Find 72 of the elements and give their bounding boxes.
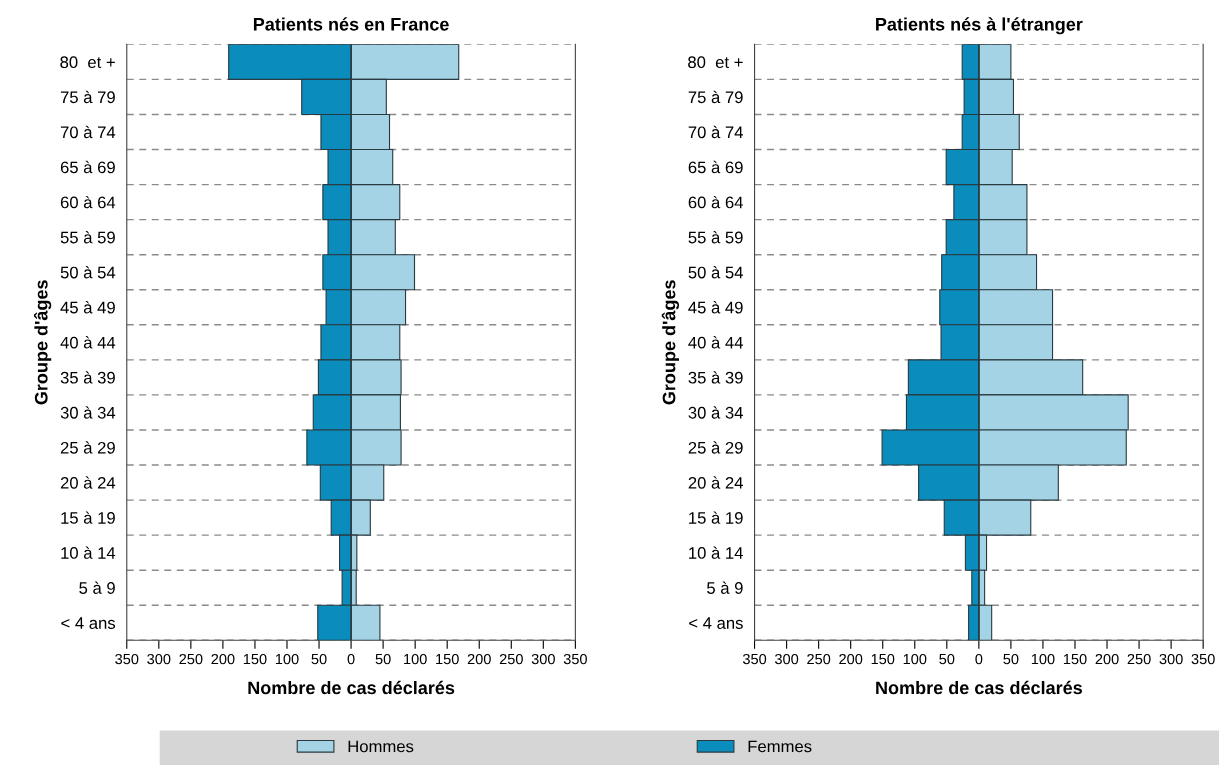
y-tick-label: 35 à 39 xyxy=(688,371,743,384)
y-tick-label: 45 à 49 xyxy=(688,301,743,314)
y-tick-label: 60 à 64 xyxy=(688,195,743,209)
y-tick-label: 20 à 24 xyxy=(688,476,743,489)
x-tick-label: 150 xyxy=(871,653,895,665)
legend-label: Hommes xyxy=(348,740,414,753)
y-tick-label: 25 à 29 xyxy=(60,441,115,454)
y-tick-label: 40 à 44 xyxy=(688,336,743,349)
x-tick-label: 350 xyxy=(1191,653,1215,665)
x-tick-label: 350 xyxy=(115,653,139,665)
x-tick-label: 150 xyxy=(243,653,267,665)
y-axis-title: Groupe d'âges xyxy=(661,280,680,405)
y-tick-label: 25 à 29 xyxy=(688,441,743,454)
y-tick-label: 15 à 19 xyxy=(61,511,115,524)
y-tick-label: 75 à 79 xyxy=(60,90,115,104)
legend-label: Femmes xyxy=(748,740,812,753)
x-tick-label: 50 xyxy=(1003,653,1019,665)
x-tick-label: 150 xyxy=(436,653,459,665)
x-tick-label: 200 xyxy=(839,653,863,665)
x-tick-label: 350 xyxy=(563,653,587,665)
x-tick-label: 100 xyxy=(275,653,299,665)
y-tick-label: 40 à 44 xyxy=(60,336,116,349)
y-tick-label: 30 à 34 xyxy=(688,406,743,419)
y-tick-label: 30 à 34 xyxy=(60,406,116,419)
y-tick-label: 50 à 54 xyxy=(688,265,743,279)
y-tick-label: 5 à 9 xyxy=(79,581,115,594)
x-tick-label: 250 xyxy=(807,653,831,665)
chart-title: Patients nés à l'étranger xyxy=(876,17,1083,35)
x-tick-label: 50 xyxy=(375,653,391,665)
x-tick-label: 250 xyxy=(1127,653,1151,665)
x-tick-label: 0 xyxy=(975,653,983,665)
x-tick-label: 200 xyxy=(211,653,235,665)
y-tick-label: < 4 ans xyxy=(689,617,743,629)
y-tick-label: 10 à 14 xyxy=(61,546,116,559)
x-tick-label: 100 xyxy=(1031,653,1055,665)
x-tick-label: 300 xyxy=(774,653,799,665)
x-tick-label: 350 xyxy=(742,653,767,665)
y-tick-label: 80 et + xyxy=(688,56,743,69)
x-tick-label: 50 xyxy=(939,653,955,665)
y-tick-label: 70 à 74 xyxy=(60,125,116,139)
x-axis-title: Nombre de cas déclarés xyxy=(248,680,455,695)
x-tick-label: 100 xyxy=(404,653,427,665)
y-tick-label: 45 à 49 xyxy=(60,301,115,314)
y-tick-label: 55 à 59 xyxy=(688,230,743,244)
y-tick-label: 80 et + xyxy=(60,56,115,69)
x-tick-label: 100 xyxy=(903,653,927,665)
x-tick-label: 250 xyxy=(179,653,203,665)
x-tick-label: 300 xyxy=(531,653,555,665)
x-tick-label: 200 xyxy=(467,653,491,665)
y-tick-label: 5 à 9 xyxy=(707,581,743,594)
chart-title: Patients nés en France xyxy=(253,17,449,31)
y-tick-label: 70 à 74 xyxy=(688,125,743,139)
x-tick-label: 150 xyxy=(1063,653,1087,665)
y-tick-label: 55 à 59 xyxy=(60,230,115,244)
y-tick-label: 50 à 54 xyxy=(60,265,116,279)
x-tick-label: 50 xyxy=(311,653,327,665)
y-tick-label: < 4 ans xyxy=(61,617,116,629)
y-tick-label: 65 à 69 xyxy=(60,160,115,174)
y-tick-label: 20 à 24 xyxy=(60,476,116,489)
y-tick-label: 10 à 14 xyxy=(689,546,743,559)
y-tick-label: 35 à 39 xyxy=(60,371,115,384)
x-axis-title: Nombre de cas déclarés xyxy=(876,680,1082,695)
x-tick-label: 300 xyxy=(1159,653,1183,665)
x-tick-label: 250 xyxy=(499,653,523,665)
y-tick-label: 65 à 69 xyxy=(688,160,743,174)
y-axis-title: Groupe d'âges xyxy=(33,280,52,405)
x-tick-label: 200 xyxy=(1095,653,1119,665)
x-tick-label: 300 xyxy=(147,653,171,665)
y-tick-label: 60 à 64 xyxy=(60,195,116,209)
y-tick-label: 15 à 19 xyxy=(689,511,743,524)
x-tick-label: 0 xyxy=(347,653,355,665)
y-tick-label: 75 à 79 xyxy=(688,90,743,104)
